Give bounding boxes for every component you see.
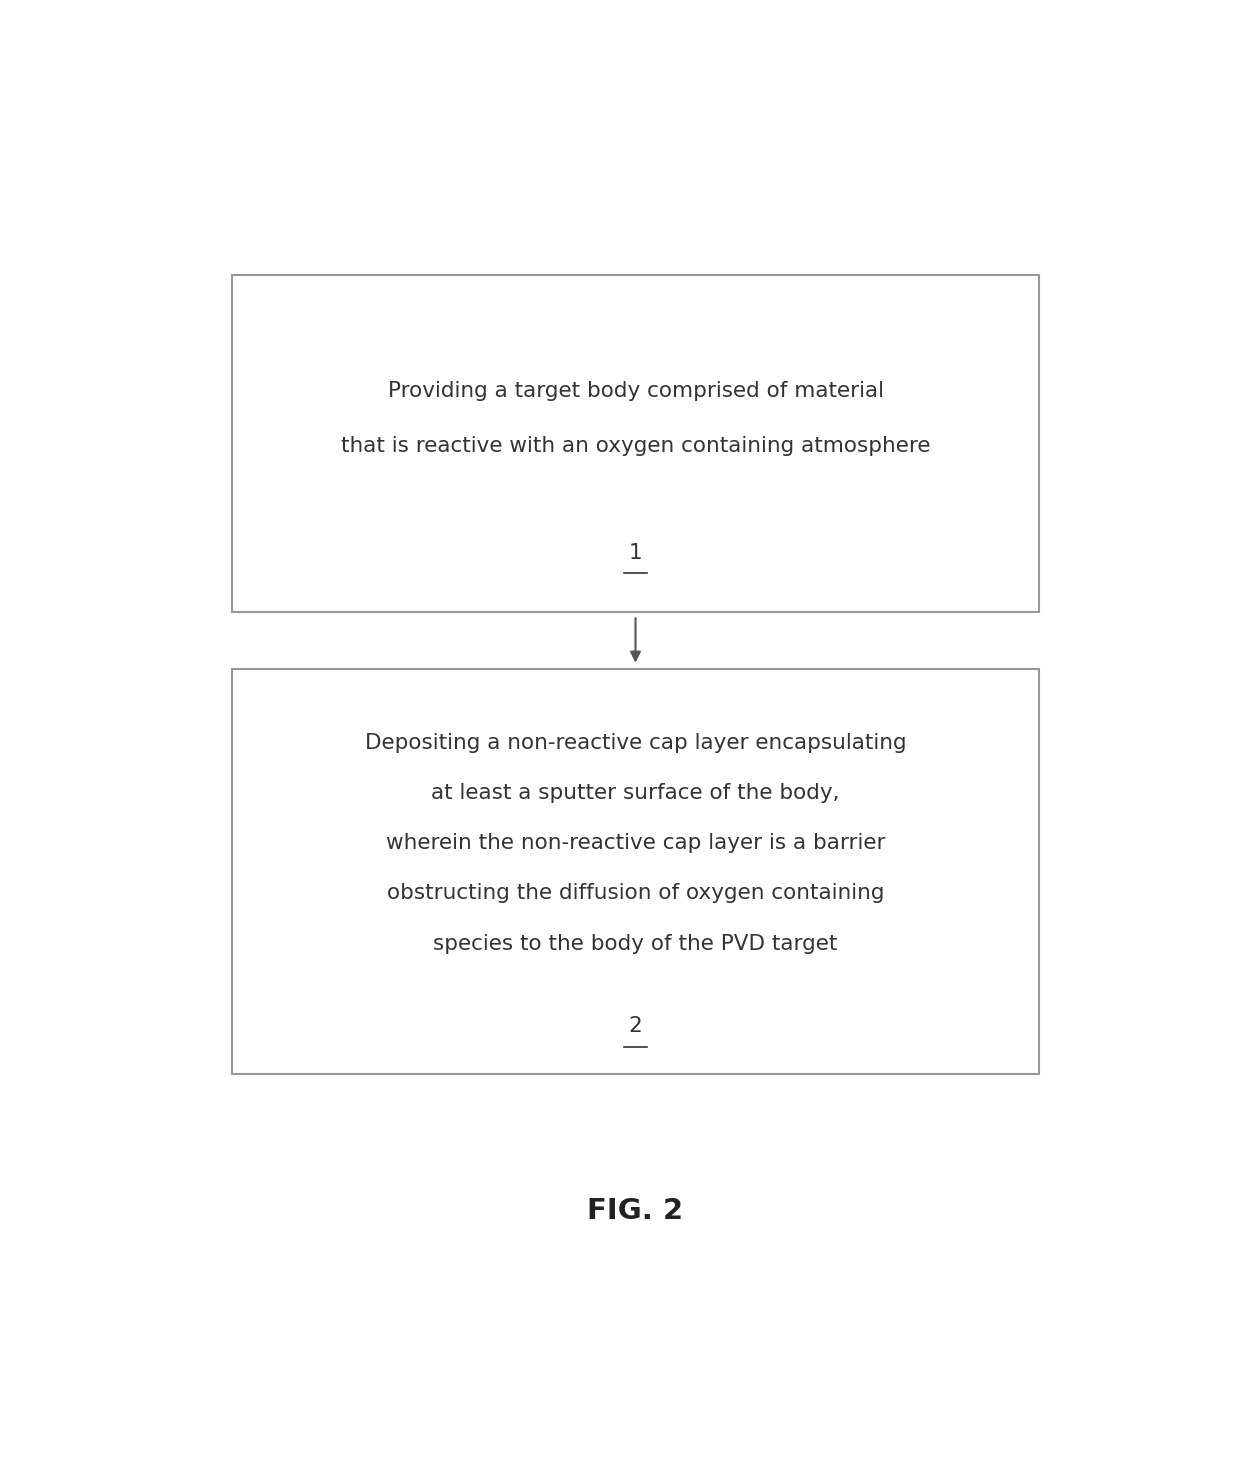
FancyBboxPatch shape (232, 274, 1039, 612)
Text: at least a sputter surface of the body,: at least a sputter surface of the body, (432, 783, 839, 802)
Text: Depositing a non-reactive cap layer encapsulating: Depositing a non-reactive cap layer enca… (365, 733, 906, 753)
Text: species to the body of the PVD target: species to the body of the PVD target (433, 934, 838, 954)
Text: 1: 1 (629, 543, 642, 562)
Text: obstructing the diffusion of oxygen containing: obstructing the diffusion of oxygen cont… (387, 884, 884, 903)
Text: FIG. 2: FIG. 2 (588, 1197, 683, 1225)
Text: Providing a target body comprised of material: Providing a target body comprised of mat… (387, 381, 883, 400)
Text: that is reactive with an oxygen containing atmosphere: that is reactive with an oxygen containi… (341, 436, 930, 455)
FancyBboxPatch shape (232, 669, 1039, 1074)
Text: wherein the non-reactive cap layer is a barrier: wherein the non-reactive cap layer is a … (386, 833, 885, 853)
Text: 2: 2 (629, 1016, 642, 1037)
